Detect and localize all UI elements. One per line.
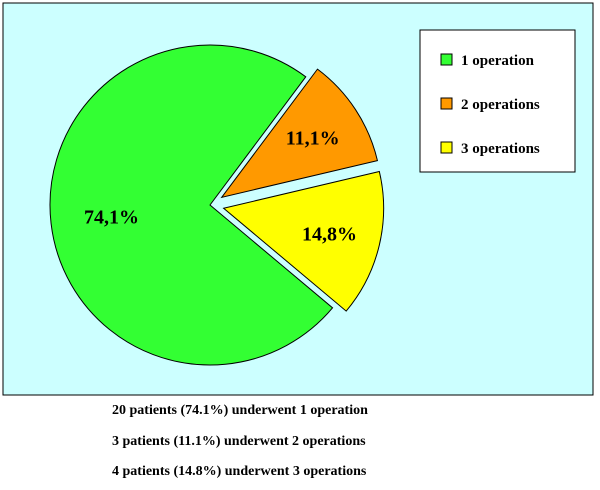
legend-swatch-1 [440,53,453,66]
pie-chart: 74,1% 11,1% 14,8% 1 operation 2 operations 3… [2,2,594,396]
caption-line-2: 3 patients (11.1%) underwent 2 operation… [112,434,366,449]
caption-line-1: 20 patients (74.1%) underwent 1 operatio… [112,403,368,418]
legend-label-1: 1 operation [461,53,535,69]
caption-line-3: 4 patients (14.8%) underwent 3 operation… [112,464,367,479]
pie-slice-3 [222,170,385,312]
legend-label-3: 3 operations [461,141,540,157]
slice-value-label-3: 14,8% [302,223,357,245]
legend: 1 operation 2 operations 3 operations [419,29,576,173]
slice-value-label-2: 11,1% [286,128,340,150]
slice-value-label-1: 74,1% [84,206,139,228]
legend-label-2: 2 operations [461,97,540,113]
pie-slice-1 [49,44,334,366]
pie-slices [49,44,385,366]
legend-swatch-3 [440,141,453,154]
pie-slice-labels: 74,1% 11,1% 14,8% [84,128,357,246]
legend-swatch-2 [440,97,453,110]
pie-slice-2 [220,68,379,199]
